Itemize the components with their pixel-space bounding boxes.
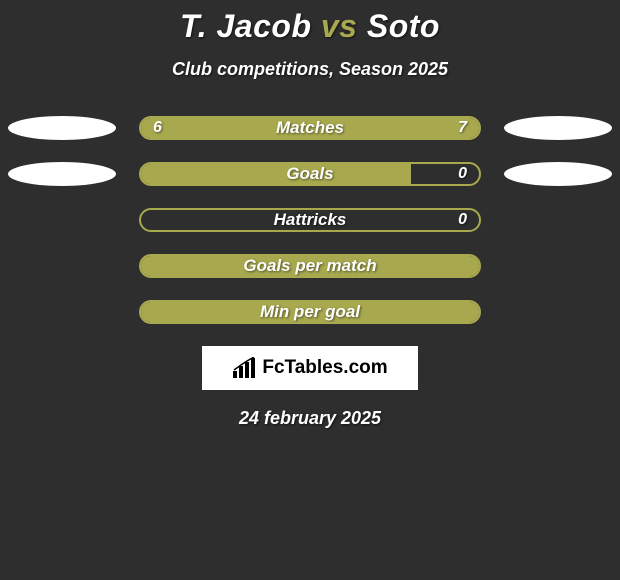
- bar-fill-left: [141, 118, 296, 138]
- bar-track: Goals per match: [139, 254, 481, 278]
- player1-name: T. Jacob: [180, 8, 311, 44]
- brand-box: FcTables.com: [202, 346, 418, 390]
- stat-row: 0Goals: [0, 162, 620, 186]
- comparison-title: T. Jacob vs Soto: [0, 0, 620, 45]
- left-oval: [8, 116, 116, 140]
- player2-name: Soto: [367, 8, 440, 44]
- bar-track: 67Matches: [139, 116, 481, 140]
- stat-row: Goals per match: [0, 254, 620, 278]
- bar-track: 0Goals: [139, 162, 481, 186]
- bar-fill-left: [141, 256, 479, 276]
- bar-value-right: 0: [458, 164, 467, 184]
- brand-text: FcTables.com: [262, 357, 387, 379]
- bar-fill-left: [141, 164, 411, 184]
- brand-bars-icon: [232, 357, 258, 379]
- date-line: 24 february 2025: [0, 408, 620, 429]
- subtitle: Club competitions, Season 2025: [0, 59, 620, 80]
- bar-track: Min per goal: [139, 300, 481, 324]
- bar-track: 0Hattricks: [139, 208, 481, 232]
- bar-label: Hattricks: [141, 210, 479, 230]
- left-oval: [8, 162, 116, 186]
- stat-row: 0Hattricks: [0, 208, 620, 232]
- right-oval: [504, 162, 612, 186]
- stats-container: 67Matches0Goals0HattricksGoals per match…: [0, 116, 620, 324]
- bar-value-right: 0: [458, 210, 467, 230]
- right-oval: [504, 116, 612, 140]
- vs-label: vs: [321, 8, 358, 44]
- bar-fill-right: [296, 118, 479, 138]
- bar-fill-left: [141, 302, 479, 322]
- stat-row: 67Matches: [0, 116, 620, 140]
- stat-row: Min per goal: [0, 300, 620, 324]
